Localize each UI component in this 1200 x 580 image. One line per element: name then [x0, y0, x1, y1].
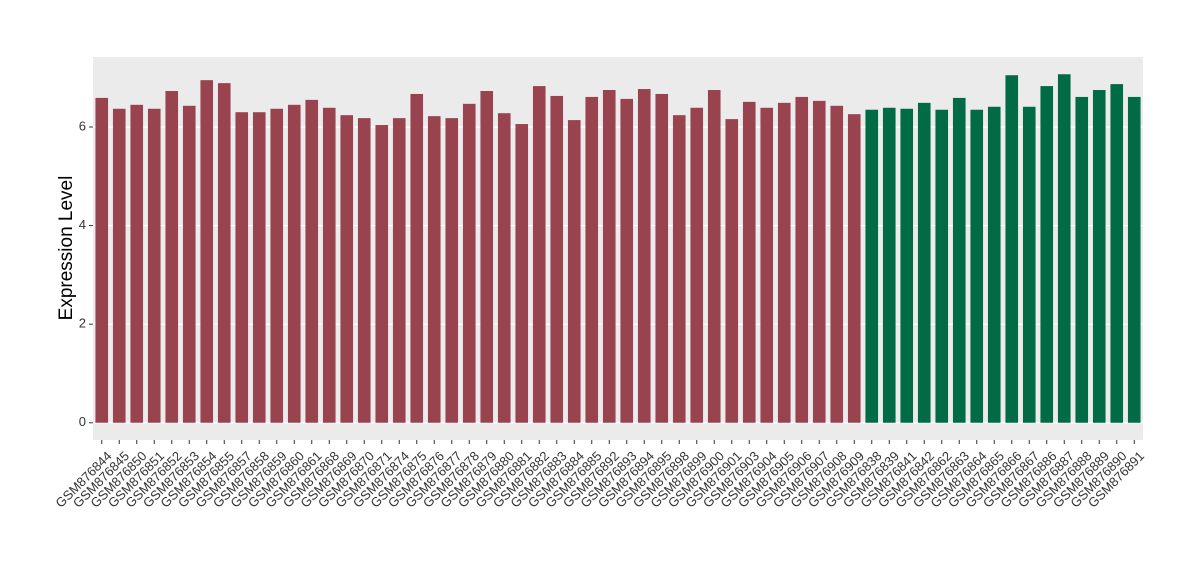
bar — [1022, 106, 1036, 423]
bar — [1005, 75, 1019, 423]
bar — [585, 96, 599, 423]
bar — [1092, 90, 1106, 423]
bar — [882, 107, 896, 423]
bar — [742, 101, 756, 423]
bar — [1110, 84, 1124, 423]
bar — [777, 102, 791, 423]
bar — [865, 109, 879, 423]
bar — [917, 102, 931, 423]
bar — [655, 93, 669, 423]
bar — [480, 91, 494, 423]
bar — [532, 86, 546, 423]
bar — [637, 89, 651, 423]
bar — [690, 107, 704, 423]
y-tick-label: 4 — [79, 217, 86, 232]
bar — [112, 108, 126, 423]
y-axis-label: Expression Level — [56, 176, 77, 321]
bar — [935, 109, 949, 423]
y-tick-label: 0 — [79, 414, 86, 429]
bar — [252, 112, 266, 423]
bar — [497, 113, 511, 423]
y-tick-label: 6 — [79, 118, 86, 133]
bar — [287, 104, 301, 423]
bar — [322, 107, 336, 423]
bar — [462, 103, 476, 423]
bar — [1040, 86, 1054, 423]
bar — [147, 108, 161, 423]
bar — [410, 93, 424, 423]
bar — [970, 109, 984, 423]
bar — [217, 83, 231, 423]
bar — [515, 124, 529, 423]
bar — [550, 95, 564, 423]
bar — [707, 90, 721, 423]
plot-panel — [93, 57, 1143, 440]
bar — [200, 80, 214, 423]
bar — [182, 105, 196, 423]
bar — [900, 108, 914, 423]
bar — [427, 116, 441, 423]
bar — [235, 112, 249, 423]
bar — [130, 104, 144, 423]
bar — [270, 108, 284, 423]
bar — [987, 106, 1001, 423]
bar — [165, 91, 179, 423]
bar — [375, 125, 389, 423]
bar — [340, 115, 354, 423]
bar — [760, 107, 774, 423]
bar — [1127, 96, 1141, 423]
bar — [567, 120, 581, 423]
bar — [1057, 74, 1071, 423]
bar — [830, 105, 844, 423]
bar — [1075, 96, 1089, 423]
y-tick-label: 2 — [79, 316, 86, 331]
bar — [672, 115, 686, 423]
bar — [620, 98, 634, 423]
bar — [812, 100, 826, 423]
bar — [952, 97, 966, 423]
bar — [725, 119, 739, 423]
bar — [795, 96, 809, 423]
bar — [357, 118, 371, 423]
bar — [602, 90, 616, 423]
bar — [392, 118, 406, 423]
bar — [847, 114, 861, 423]
bar — [445, 118, 459, 423]
bar — [305, 99, 319, 423]
bar — [95, 97, 109, 423]
